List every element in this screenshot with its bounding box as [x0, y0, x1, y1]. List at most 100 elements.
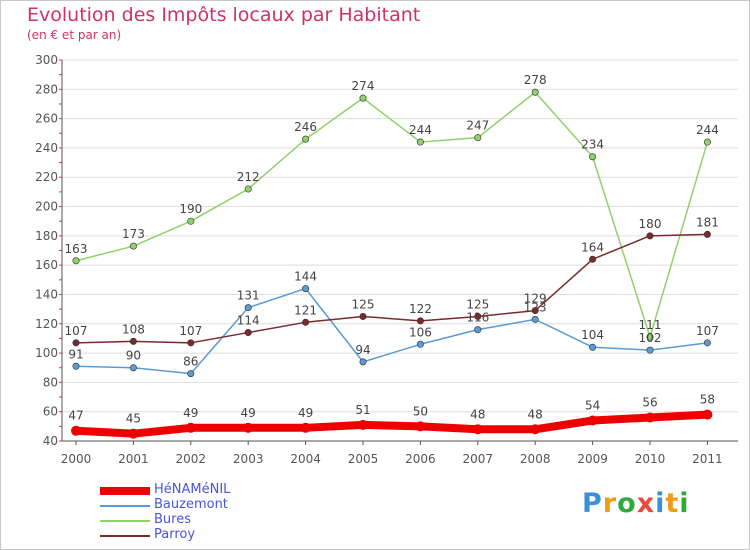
data-label: 173 — [122, 227, 145, 241]
legend-swatch-henamenil — [100, 487, 150, 495]
data-point — [645, 412, 655, 423]
data-label: 49 — [183, 406, 198, 420]
y-tick-label: 140 — [35, 287, 58, 301]
data-point — [72, 339, 80, 347]
y-tick-label: 80 — [43, 375, 58, 389]
data-label: 56 — [642, 396, 657, 410]
data-label: 94 — [355, 343, 370, 357]
data-label: 91 — [68, 347, 83, 361]
data-point — [703, 230, 711, 238]
data-point — [358, 419, 368, 430]
data-point — [359, 94, 367, 102]
y-tick-label: 300 — [35, 53, 58, 67]
data-label: 51 — [355, 403, 370, 417]
data-label: 125 — [466, 297, 489, 311]
data-label: 90 — [126, 349, 141, 363]
data-label: 111 — [639, 318, 662, 332]
data-point — [415, 421, 426, 432]
data-label: 180 — [639, 217, 662, 231]
logo-letter: P — [582, 488, 603, 519]
data-label: 274 — [352, 79, 375, 93]
legend-swatch-bauzemont — [100, 505, 150, 507]
x-tick-label: 2009 — [577, 452, 608, 466]
data-label: 244 — [696, 123, 719, 137]
data-point — [302, 318, 310, 326]
data-label: 48 — [528, 407, 543, 421]
data-point — [244, 329, 252, 337]
x-tick-label: 2010 — [635, 452, 666, 466]
legend-item-bures: Bures — [100, 512, 400, 528]
y-tick-label: 180 — [35, 229, 58, 243]
data-label: 129 — [524, 292, 547, 306]
x-tick-label: 2011 — [692, 452, 723, 466]
chart-subtitle: (en € et par an) — [27, 28, 122, 42]
data-point — [474, 326, 482, 334]
data-point — [129, 242, 137, 250]
data-label: 122 — [409, 302, 432, 316]
data-label: 163 — [65, 242, 88, 256]
logo-letter: o — [617, 488, 637, 519]
data-point — [531, 88, 539, 96]
data-point — [300, 422, 311, 433]
data-label: 54 — [585, 398, 600, 412]
y-tick-label: 40 — [43, 434, 58, 448]
logo-letter: i — [679, 488, 690, 519]
data-label: 47 — [68, 409, 83, 423]
data-point — [531, 307, 539, 315]
x-tick-label: 2008 — [520, 452, 551, 466]
x-tick-label: 2000 — [61, 452, 92, 466]
data-point — [129, 337, 137, 345]
data-point — [416, 340, 424, 348]
x-tick-label: 2004 — [290, 452, 321, 466]
series-line-hénaménil — [75, 410, 708, 438]
y-tick-label: 100 — [35, 346, 58, 360]
data-point — [531, 315, 539, 323]
data-point — [244, 304, 252, 312]
data-label: 212 — [237, 170, 260, 184]
data-point — [71, 425, 81, 436]
legend-item-henamenil: HéNAMéNIL — [100, 482, 400, 498]
data-label: 48 — [470, 407, 485, 421]
data-label: 278 — [524, 73, 547, 87]
data-label: 50 — [413, 404, 428, 418]
data-point — [72, 362, 80, 370]
y-tick-label: 220 — [35, 170, 58, 184]
data-label: 181 — [696, 215, 719, 229]
data-point — [416, 138, 424, 146]
data-point — [416, 317, 424, 325]
data-point — [474, 134, 482, 142]
data-point — [646, 346, 654, 354]
data-label: 102 — [639, 331, 662, 345]
y-tick-label: 160 — [35, 258, 58, 272]
chart-legend: HéNAMéNIL Bauzemont Bures Parroy — [100, 482, 400, 543]
legend-swatch-bures — [100, 520, 150, 522]
logo-letter: i — [655, 488, 666, 519]
data-point — [359, 358, 367, 366]
data-point — [589, 153, 597, 161]
legend-swatch-parroy — [100, 535, 150, 537]
legend-label-henamenil: HéNAMéNIL — [154, 482, 231, 497]
data-label: 49 — [298, 406, 313, 420]
data-label: 121 — [294, 303, 317, 317]
data-point — [302, 135, 310, 143]
data-label: 144 — [294, 270, 317, 284]
y-tick-label: 60 — [43, 405, 58, 419]
data-point — [302, 285, 310, 293]
data-label: 246 — [294, 120, 317, 134]
legend-item-parroy: Parroy — [100, 527, 400, 543]
data-point — [589, 255, 597, 263]
legend-label-bures: Bures — [154, 512, 191, 527]
series-line-parroy — [75, 233, 708, 344]
logo-letter: r — [602, 488, 618, 519]
data-point — [128, 428, 139, 439]
data-point — [646, 333, 654, 341]
proxiti-logo: Proxiti — [582, 488, 690, 519]
data-label: 108 — [122, 322, 145, 336]
x-tick-label: 2006 — [405, 452, 436, 466]
x-tick-label: 2003 — [233, 452, 264, 466]
legend-label-bauzemont: Bauzemont — [154, 497, 228, 512]
data-point — [187, 370, 195, 378]
data-label: 49 — [241, 406, 256, 420]
data-label: 125 — [352, 297, 375, 311]
